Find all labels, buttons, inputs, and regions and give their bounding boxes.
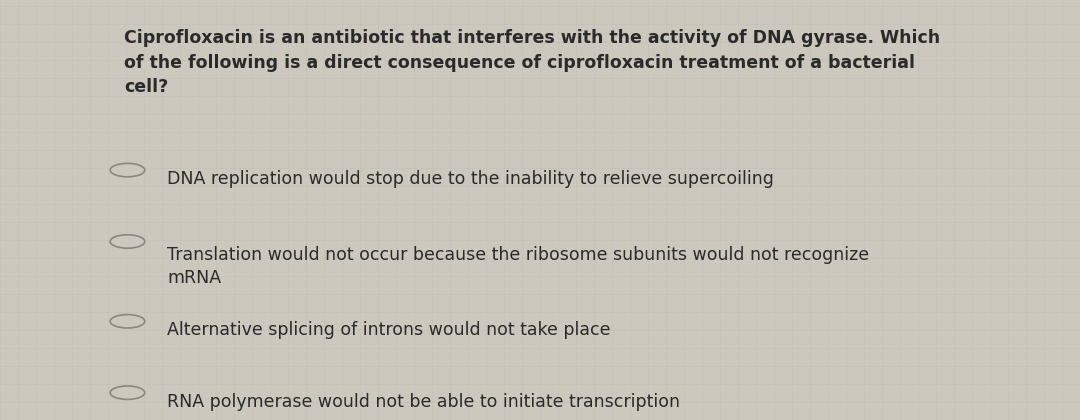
Circle shape (110, 315, 145, 328)
Text: DNA replication would stop due to the inability to relieve supercoiling: DNA replication would stop due to the in… (167, 170, 774, 188)
Text: RNA polymerase would not be able to initiate transcription: RNA polymerase would not be able to init… (167, 393, 680, 411)
Circle shape (110, 163, 145, 177)
Text: Translation would not occur because the ribosome subunits would not recognize
mR: Translation would not occur because the … (167, 246, 869, 286)
Text: Ciprofloxacin is an antibiotic that interferes with the activity of DNA gyrase. : Ciprofloxacin is an antibiotic that inte… (124, 29, 941, 96)
Circle shape (110, 386, 145, 399)
Circle shape (110, 235, 145, 248)
Text: Alternative splicing of introns would not take place: Alternative splicing of introns would no… (167, 321, 611, 339)
